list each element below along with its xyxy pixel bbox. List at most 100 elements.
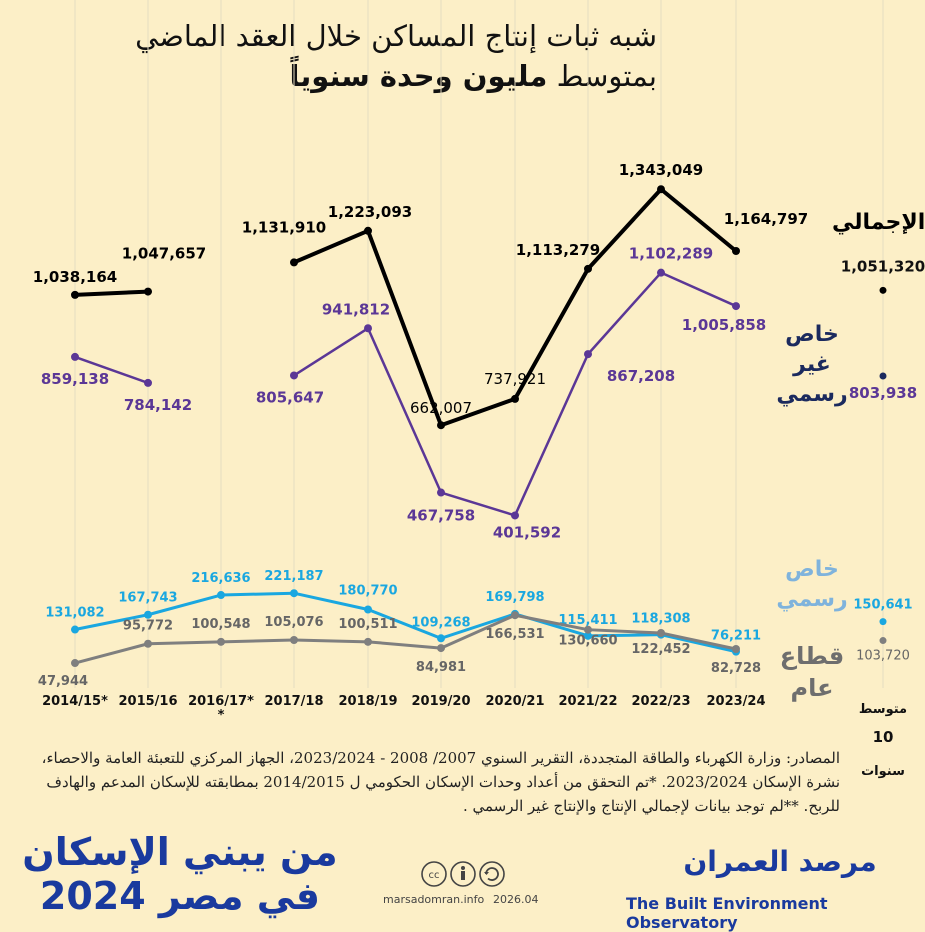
- series-1-segment-8: [659, 271, 738, 308]
- series-3-point-6: [511, 611, 519, 620]
- series-0-point-9: [732, 246, 740, 255]
- series-0-average-label: 1,051,320: [841, 257, 925, 275]
- x-tick-label-2: 2016/17*: [188, 694, 254, 709]
- legend-total-label: الإجمالي: [832, 210, 925, 235]
- series-0-segment-3: [292, 228, 370, 265]
- series-2-data-label-2: 216,636: [191, 571, 250, 586]
- legend-informal-label-1: غير: [792, 352, 831, 377]
- series-3-data-label-3: 105,076: [264, 615, 323, 630]
- legend-public-label-1: عام: [791, 674, 834, 702]
- series-0-point-1: [144, 287, 152, 296]
- series-0-data-label-6: 737,921: [484, 370, 546, 388]
- series-2-average-point: [879, 618, 887, 626]
- series-0-segment-8: [659, 187, 738, 253]
- series-0-point-0: [71, 290, 79, 299]
- title-line-2: بمتوسط مليون وحدة سنوياً: [135, 56, 658, 96]
- series-0-segment-4: [366, 228, 443, 428]
- publish-date: 2026.04: [493, 893, 539, 906]
- legend-informal-label-0: خاص: [785, 322, 839, 347]
- series-1-segment-4: [366, 327, 443, 494]
- chart-title: شبه ثبات إنتاج المساكن خلال العقد الماضي…: [135, 16, 657, 96]
- series-3-point-4: [364, 637, 372, 646]
- series-0-segment-0: [73, 289, 150, 297]
- series-1-average-point: [879, 372, 887, 380]
- series-0-data-label-0: 1,038,164: [33, 268, 117, 286]
- series-2-segment-2: [219, 591, 296, 597]
- series-2-segment-8: [659, 633, 738, 654]
- series-1-data-label-1: 784,142: [124, 396, 192, 414]
- series-2-segment-0: [73, 613, 150, 632]
- series-2-point-3: [290, 589, 298, 598]
- series-0-point-3: [290, 258, 298, 267]
- series-1-point-7: [584, 350, 592, 359]
- series-3-point-3: [290, 635, 298, 644]
- series-1-segment-6: [513, 352, 590, 517]
- legend-formal-label-1: رسمي: [776, 587, 847, 612]
- series-0-data-label-4: 1,223,093: [328, 203, 412, 221]
- x-tick-label-9: 2023/24: [706, 694, 765, 709]
- series-0-data-label-7: 1,113,279: [516, 241, 600, 259]
- series-1-point-9: [732, 302, 740, 311]
- x-tick-label-6: 2020/21: [485, 694, 544, 709]
- x-tick-label-3: 2017/18: [264, 694, 323, 709]
- series-2-point-5: [437, 634, 445, 643]
- series-2-segment-3: [292, 591, 370, 611]
- creative-commons-icon: cc: [421, 861, 505, 887]
- x-tick-note: *: [218, 708, 225, 723]
- series-1-data-label-6: 401,592: [493, 523, 561, 541]
- observatory-logo-english: The Built Environment Observatory: [626, 894, 828, 932]
- average-column-label-0: متوسط: [859, 702, 907, 717]
- series-2-point-1: [144, 610, 152, 619]
- series-3-segment-7: [586, 628, 663, 635]
- series-3-segment-2: [219, 638, 296, 644]
- series-2-segment-1: [146, 593, 223, 617]
- series-1-average-label: 803,938: [849, 384, 917, 402]
- series-1-data-label-7: 867,208: [607, 367, 675, 385]
- series-3-average-label: 103,720: [856, 649, 910, 664]
- series-3-segment-1: [146, 640, 223, 646]
- series-3-point-5: [437, 644, 445, 653]
- series-2-data-label-6: 169,798: [485, 590, 544, 605]
- series-3-average-point: [879, 637, 887, 645]
- series-1-point-4: [364, 324, 372, 333]
- series-0-segment-7: [586, 187, 663, 271]
- series-3-segment-8: [659, 631, 738, 651]
- series-3-point-1: [144, 639, 152, 648]
- title-line-2-prefix: بمتوسط: [547, 59, 657, 93]
- series-2-average-label: 150,641: [853, 598, 912, 613]
- series-3-data-label-1: 95,772: [123, 619, 173, 634]
- series-2-data-label-4: 180,770: [338, 583, 397, 598]
- series-0-data-label-1: 1,047,657: [122, 245, 206, 263]
- x-tick-label-1: 2015/16: [118, 694, 177, 709]
- series-2-data-label-0: 131,082: [45, 606, 104, 621]
- series-2-data-label-7: 115,411: [558, 613, 617, 628]
- title-line-1: شبه ثبات إنتاج المساكن خلال العقد الماضي: [135, 19, 657, 53]
- series-3-segment-0: [73, 642, 150, 665]
- series-3-data-label-4: 100,511: [338, 617, 397, 632]
- campaign-title-line-2: في مصر 2024: [39, 874, 321, 918]
- series-3-data-label-6: 166,531: [485, 627, 544, 642]
- website-link[interactable]: marsadomran.info: [383, 893, 485, 906]
- series-0-point-4: [364, 226, 372, 235]
- series-1-point-3: [290, 371, 298, 380]
- series-1-data-label-8: 1,102,289: [629, 245, 713, 263]
- campaign-title: من يبني الإسكان في مصر 2024: [20, 830, 340, 918]
- series-1-data-label-5: 467,758: [407, 507, 475, 525]
- series-0-segment-6: [513, 266, 590, 401]
- series-0-point-6: [511, 394, 519, 403]
- series-0-point-8: [657, 185, 665, 194]
- series-2-point-0: [71, 625, 79, 634]
- series-3-data-label-9: 82,728: [711, 661, 761, 676]
- series-3-segment-3: [292, 638, 370, 644]
- series-1-data-label-4: 941,812: [322, 300, 390, 318]
- series-3-point-0: [71, 659, 79, 668]
- series-1-point-6: [511, 511, 519, 520]
- series-3-segment-5: [439, 613, 517, 650]
- series-2-segment-4: [366, 607, 443, 640]
- series-2-data-label-5: 109,268: [411, 615, 470, 630]
- sources-note: المصادر: وزارة الكهرباء والطاقة المتجددة…: [41, 749, 840, 815]
- series-1-point-8: [657, 268, 665, 277]
- series-2-data-label-9: 76,211: [711, 629, 761, 644]
- x-tick-label-5: 2019/20: [411, 694, 470, 709]
